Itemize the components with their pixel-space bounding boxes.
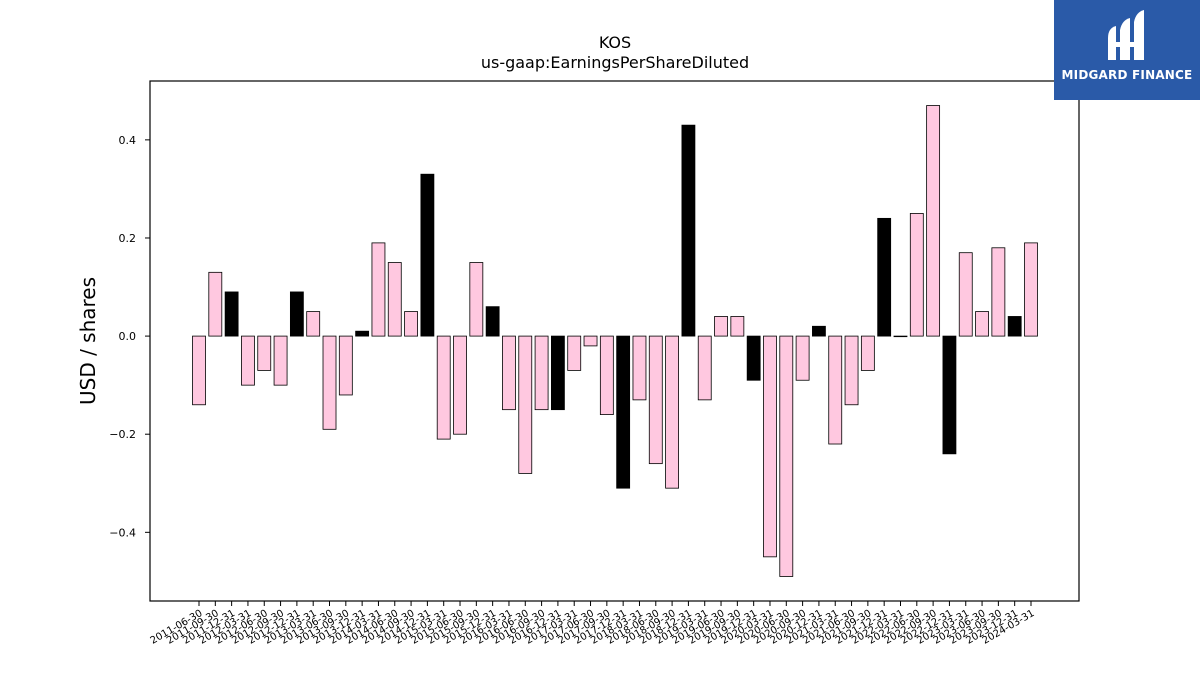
bar-2019-12-31 xyxy=(746,335,761,381)
brand-logo: MIDGARD FINANCE xyxy=(1054,0,1200,100)
bar-2021-03-31 xyxy=(828,335,843,445)
bar-2018-09-30 xyxy=(665,335,679,489)
x-ticks-group: 2011-06-302011-09-302011-12-312012-03-31… xyxy=(149,601,1037,647)
bar-2023-03-31 xyxy=(958,252,973,337)
bar-2017-09-30 xyxy=(599,335,614,415)
chart-title: KOS xyxy=(599,33,631,52)
bar-2014-12-31 xyxy=(420,173,435,337)
bar-2021-12-31 xyxy=(877,217,892,337)
logo-mark-icon xyxy=(1108,10,1144,60)
bar-2019-09-30 xyxy=(730,316,745,337)
y-tick-label: 0.2 xyxy=(119,232,137,245)
bar-2015-09-30 xyxy=(469,262,484,337)
bar-2021-06-30 xyxy=(844,335,859,406)
bar-2017-12-31 xyxy=(616,335,631,489)
bar-2019-03-31 xyxy=(697,335,712,401)
bar-2020-03-31 xyxy=(763,335,777,558)
bar-2016-06-30 xyxy=(518,335,533,474)
plot-frame xyxy=(149,80,1080,602)
bar-2011-06-30 xyxy=(192,335,206,406)
bar-2011-09-30 xyxy=(208,271,223,337)
bar-2011-12-31 xyxy=(224,291,239,337)
bar-2022-03-31 xyxy=(893,335,908,338)
bar-2013-09-30 xyxy=(338,335,353,396)
bar-2017-03-31 xyxy=(567,335,582,371)
bar-2014-06-30 xyxy=(387,262,402,337)
bar-2023-12-31 xyxy=(1007,316,1022,337)
bar-2020-09-30 xyxy=(795,335,810,381)
bar-2022-06-30 xyxy=(909,213,924,337)
bars-group xyxy=(192,105,1038,577)
y-tick-label: −0.2 xyxy=(109,428,136,441)
bar-2022-09-30 xyxy=(926,105,941,337)
bar-2020-06-30 xyxy=(779,335,794,577)
bar-2016-12-31 xyxy=(551,335,565,411)
brand-name: MIDGARD FINANCE xyxy=(1061,68,1193,82)
y-tick-label: 0.4 xyxy=(119,134,137,147)
bar-2018-06-30 xyxy=(648,335,663,465)
bar-2018-03-31 xyxy=(632,335,647,401)
bar-2016-09-30 xyxy=(534,335,549,411)
bar-2023-09-30 xyxy=(991,247,1006,337)
bar-2016-03-31 xyxy=(502,335,516,411)
bar-2017-06-30 xyxy=(583,335,598,347)
y-tick-label: 0.0 xyxy=(119,330,137,343)
bar-2015-12-31 xyxy=(485,306,500,337)
bar-2019-06-30 xyxy=(714,316,728,337)
bar-2012-06-30 xyxy=(257,335,272,371)
bar-2012-12-31 xyxy=(289,291,304,337)
bar-2018-12-31 xyxy=(681,124,696,337)
bar-2013-12-31 xyxy=(355,330,370,337)
bar-2012-03-31 xyxy=(241,335,255,386)
bar-2015-03-31 xyxy=(436,335,451,440)
bar-2023-06-30 xyxy=(975,311,989,337)
y-tick-label: −0.4 xyxy=(109,526,136,539)
bar-2021-09-30 xyxy=(860,335,875,371)
bar-2022-12-31 xyxy=(942,335,957,455)
bar-2014-09-30 xyxy=(404,311,418,337)
y-ticks-group: −0.4 −0.2 0.0 0.2 0.4 xyxy=(109,134,150,539)
bar-2013-03-31 xyxy=(306,311,321,337)
bar-2013-06-30 xyxy=(322,335,337,430)
bar-2020-12-31 xyxy=(812,325,826,337)
bar-2024-03-31 xyxy=(1024,242,1038,337)
bar-2015-06-30 xyxy=(453,335,467,435)
chart-subtitle: us-gaap:EarningsPerShareDiluted xyxy=(481,53,749,72)
bar-2012-09-30 xyxy=(273,335,288,386)
bar-2014-03-31 xyxy=(371,242,386,337)
y-axis-label: USD / shares xyxy=(76,277,100,405)
